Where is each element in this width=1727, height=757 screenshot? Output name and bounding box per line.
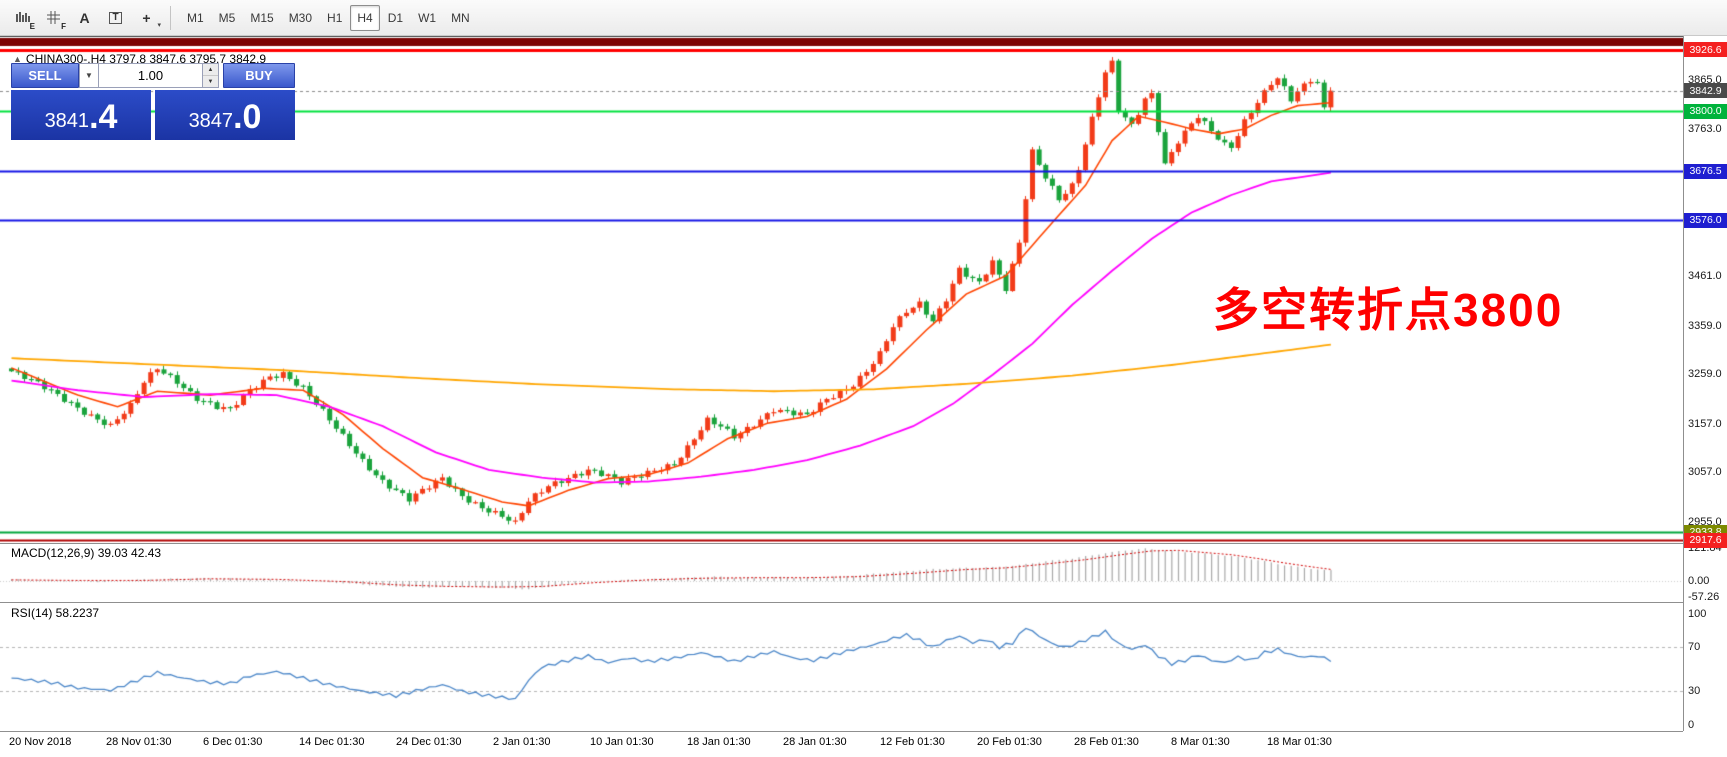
time-label-5: 2 Jan 01:30 <box>493 736 551 748</box>
text-annotation-icon-glyph: A <box>79 9 90 26</box>
time-label-12: 8 Mar 01:30 <box>1171 736 1230 748</box>
volume-input[interactable]: 1.00 <box>99 63 203 88</box>
chart-bars-icon-sub: E <box>29 21 35 31</box>
time-label-7: 18 Jan 01:30 <box>687 736 751 748</box>
timeframe-button-m30[interactable]: M30 <box>288 10 313 25</box>
price-badge-3926.6: 3926.6 <box>1684 42 1727 58</box>
time-label-8: 28 Jan 01:30 <box>783 736 847 748</box>
buy-button[interactable]: BUY <box>223 63 295 88</box>
price-tick-3865.0: 3865.0 <box>1688 73 1722 86</box>
price-tick-3359.0: 3359.0 <box>1688 319 1722 332</box>
draw-tool-icon[interactable]: + ▾ <box>132 4 161 32</box>
rsi-panel-divider[interactable] <box>0 602 1683 603</box>
macd-tick-0.00: 0.00 <box>1688 575 1710 587</box>
toolbar: E F A T + ▾ M1 M5 M15 M30 H1 H4 D1 W1 MN <box>0 0 1727 36</box>
text-box-icon-glyph: T <box>109 11 122 24</box>
time-label-1: 28 Nov 01:30 <box>106 736 172 748</box>
symbol-header: ▲ CHINA300-,H4 3797.8 3847.6 3795.7 3842… <box>13 52 266 66</box>
rsi-tick-100: 100 <box>1688 608 1707 620</box>
toolbar-icon-group: E F A T + ▾ <box>8 4 161 32</box>
time-label-13: 18 Mar 01:30 <box>1267 736 1332 748</box>
macd-panel-divider[interactable] <box>0 543 1683 544</box>
symbol-arrow-icon: ▲ <box>13 54 22 64</box>
price-badge-3676.5: 3676.5 <box>1684 163 1727 179</box>
time-label-0: 20 Nov 2018 <box>9 736 72 748</box>
rsi-indicator-canvas[interactable] <box>0 603 1683 731</box>
buy-price-dec: .0 <box>233 98 262 136</box>
volume-dropdown[interactable]: ▼ <box>79 63 99 88</box>
timeframe-button-h4[interactable]: H4 <box>350 4 380 31</box>
time-label-10: 20 Feb 01:30 <box>977 736 1042 748</box>
rsi-label: RSI(14) 58.2237 <box>11 606 100 620</box>
buy-price-int: 3847 <box>188 110 234 132</box>
toolbar-separator <box>170 5 171 30</box>
timeframe-button-h1[interactable]: H1 <box>327 10 343 25</box>
volume-increase-icon[interactable]: ▲ <box>203 64 218 76</box>
macd-indicator-canvas[interactable] <box>0 544 1683 602</box>
time-label-6: 10 Jan 01:30 <box>590 736 654 748</box>
timeframe-button-w1[interactable]: W1 <box>418 10 437 25</box>
rsi-tick-0: 0 <box>1688 718 1695 731</box>
draw-tool-icon-caret: ▾ <box>157 21 161 29</box>
chart-annotation-text: 多空转折点3800 <box>1213 284 1564 336</box>
trade-panel-controls: SELL ▼ 1.00 ▲ ▼ BUY <box>11 63 295 88</box>
macd-tick--57.26: -57.26 <box>1688 590 1720 603</box>
timeframe-button-mn[interactable]: MN <box>451 10 470 25</box>
timeframe-button-m1[interactable]: M1 <box>187 10 204 25</box>
symbol-ohlc-text: CHINA300-,H4 3797.8 3847.6 3795.7 3842.9 <box>25 52 267 66</box>
sell-button[interactable]: SELL <box>11 63 79 88</box>
price-tick-3461.0: 3461.0 <box>1688 270 1722 283</box>
price-tick-3763.0: 3763.0 <box>1688 123 1722 136</box>
rsi-tick-30: 30 <box>1688 685 1701 698</box>
time-axis-divider[interactable] <box>0 731 1683 732</box>
time-label-11: 28 Feb 01:30 <box>1074 736 1139 748</box>
time-axis[interactable]: 20 Nov 2018 28 Nov 01:30 6 Dec 01:30 14 Dec… <box>0 733 1683 757</box>
time-label-2: 6 Dec 01:30 <box>203 736 263 748</box>
sell-price-int: 3841 <box>44 110 90 132</box>
one-click-trade-panel: SELL ▼ 1.00 ▲ ▼ BUY 3841.4 3847.0 <box>11 63 295 140</box>
trade-panel-prices: 3841.4 3847.0 <box>11 90 295 140</box>
volume-decrease-icon[interactable]: ▼ <box>207 78 214 85</box>
price-tick-3259.0: 3259.0 <box>1688 368 1722 381</box>
timeframe-group: M1 M5 M15 M30 H1 H4 D1 W1 MN <box>180 4 477 31</box>
text-box-icon[interactable]: T <box>101 4 130 32</box>
rsi-tick-70: 70 <box>1688 641 1701 654</box>
price-badge-3800.0: 3800.0 <box>1684 103 1727 119</box>
grid-icon[interactable]: F <box>39 4 68 32</box>
timeframe-button-m5[interactable]: M5 <box>218 10 236 25</box>
price-tick-3057.0: 3057.0 <box>1688 466 1722 479</box>
draw-tool-icon-glyph: + <box>142 9 151 26</box>
price-tick-3157.0: 3157.0 <box>1688 417 1722 430</box>
volume-stepper[interactable]: ▲ ▼ <box>203 63 219 88</box>
time-label-4: 24 Dec 01:30 <box>396 736 462 748</box>
timeframe-button-d1[interactable]: D1 <box>387 10 404 25</box>
buy-price-display[interactable]: 3847.0 <box>155 90 295 140</box>
grid-icon-sub: F <box>61 21 66 31</box>
timeframe-button-m15[interactable]: M15 <box>250 10 274 25</box>
price-badge-2917.6: 2917.6 <box>1684 532 1727 548</box>
price-badge-3842.9: 3842.9 <box>1684 83 1727 99</box>
chart-bars-icon[interactable]: E <box>8 4 37 32</box>
macd-label: MACD(12,26,9) 39.03 42.43 <box>11 546 162 560</box>
sell-price-display[interactable]: 3841.4 <box>11 90 151 140</box>
price-axis-border <box>1683 36 1684 731</box>
text-annotation-icon[interactable]: A <box>70 4 99 32</box>
sell-price-dec: .4 <box>89 98 118 136</box>
time-label-9: 12 Feb 01:30 <box>880 736 945 748</box>
time-label-3: 14 Dec 01:30 <box>299 736 365 748</box>
price-badge-3576.0: 3576.0 <box>1684 212 1727 228</box>
